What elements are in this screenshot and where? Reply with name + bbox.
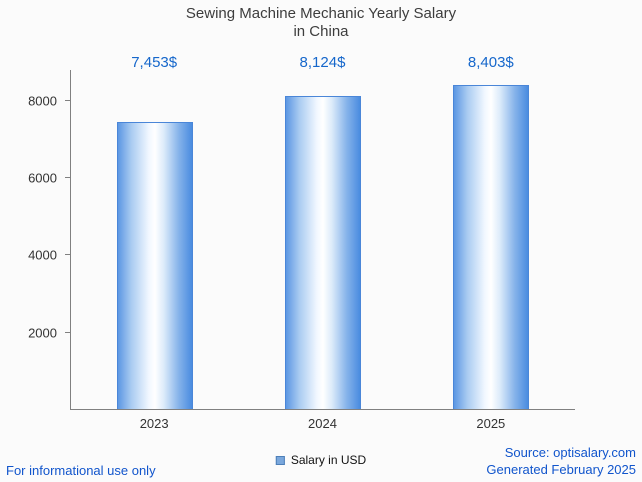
chart-title-line2: in China	[293, 23, 349, 40]
x-axis-label: 2023	[139, 416, 169, 431]
source-text: Source: optisalary.com	[504, 445, 636, 461]
generated-text: Generated February 2025	[486, 462, 636, 478]
salary-bar	[453, 85, 529, 409]
x-axis-label: 2024	[308, 416, 337, 431]
source-block: Source: optisalary.com Generated Februar…	[486, 445, 636, 479]
bar-value-label: 8,403$	[467, 54, 514, 71]
y-axis-tick	[65, 331, 70, 333]
bar-column	[71, 70, 239, 409]
y-axis-tick	[65, 99, 70, 101]
x-axis-labels: 2023 2024 2025	[70, 416, 575, 431]
legend: Salary in USD	[275, 453, 367, 467]
y-axis-tick	[65, 254, 70, 256]
bar-value-label: 7,453$	[131, 54, 178, 71]
y-axis-label: 4000	[28, 247, 57, 263]
y-axis-labels: 2000 4000 6000 8000	[0, 70, 70, 410]
value-labels-row: 7,453$ 8,124$ 8,403$	[70, 54, 575, 71]
chart-title: Sewing Machine Mechanic Yearly Salary in…	[0, 5, 642, 41]
bar-column	[407, 70, 575, 409]
chart-title-line1: Sewing Machine Mechanic Yearly Salary	[185, 5, 457, 22]
y-axis-label: 8000	[28, 93, 57, 109]
bar-column	[239, 70, 407, 409]
salary-bar	[117, 121, 193, 409]
salary-bar	[285, 96, 361, 409]
disclaimer-text: For informational use only	[6, 463, 156, 478]
plot-area	[70, 70, 575, 410]
y-axis-label: 6000	[28, 170, 57, 186]
legend-label: Salary in USD	[290, 453, 367, 467]
y-axis-label: 2000	[28, 325, 57, 341]
y-axis-tick	[65, 177, 70, 179]
bar-value-label: 8,124$	[299, 54, 346, 71]
legend-swatch-icon	[275, 455, 285, 465]
x-axis-label: 2025	[476, 416, 506, 431]
